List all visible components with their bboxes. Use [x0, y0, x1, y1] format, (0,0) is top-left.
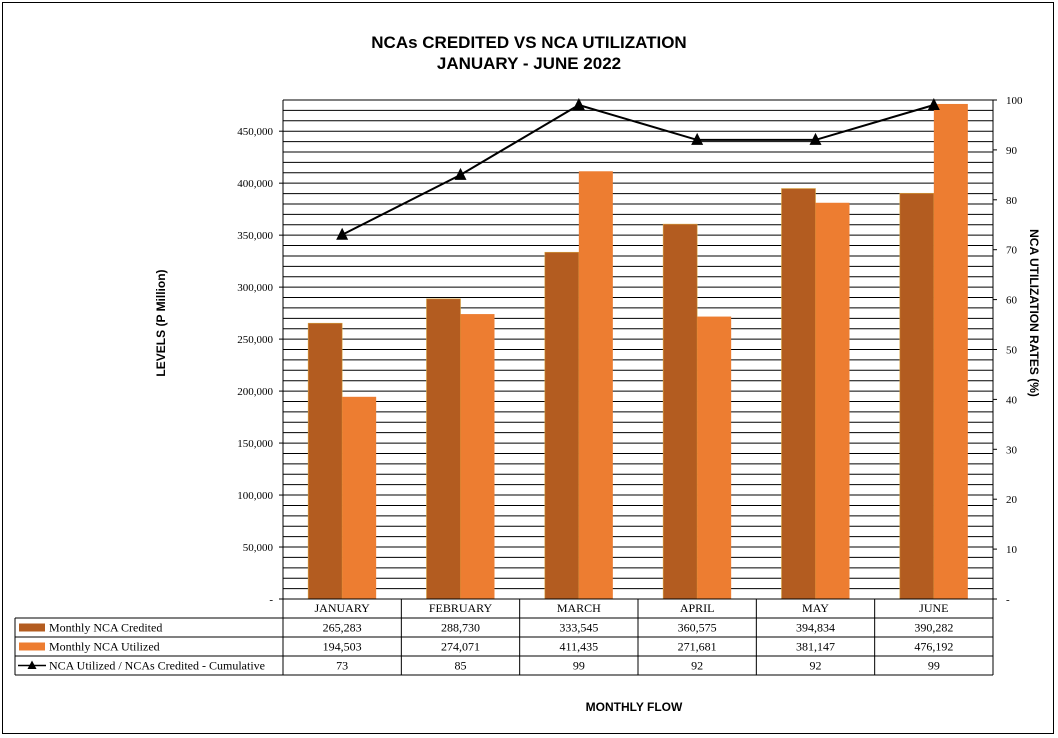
bar-utilized: [815, 202, 850, 599]
bar-credited: [781, 188, 816, 600]
data-label: 394,834: [796, 621, 835, 635]
y-tick-label: 150,000: [237, 438, 273, 450]
cumulative-line: [336, 97, 940, 240]
y2-tick-label: 70: [1006, 245, 1018, 257]
bar-utilized: [342, 396, 377, 599]
x-tick-label: APRIL: [680, 601, 715, 615]
y-tick-label: -: [269, 594, 273, 606]
data-table: JANUARY FEBRUARY MARCH APRIL MAY JUNE Monthly …: [14, 599, 994, 676]
x-tick-label: MAY: [802, 601, 829, 615]
cumulative-marker: [336, 227, 349, 240]
data-label: 411,435: [560, 640, 599, 654]
y2-tick-label: -: [1006, 594, 1010, 606]
data-label: 99: [573, 659, 585, 673]
y2-tick-label: 80: [1006, 195, 1018, 207]
bar-credited: [662, 223, 698, 600]
y-tick-label: 400,000: [237, 178, 273, 190]
cumulative-line-path: [341, 103, 935, 236]
data-label: 92: [691, 659, 703, 673]
y2-tick-label: 60: [1006, 295, 1018, 307]
cumulative-marker: [572, 97, 585, 110]
y2-tick-label: 100: [1006, 95, 1023, 107]
y-tick-label: 100,000: [237, 490, 273, 502]
y-axis-title: LEVELS (P Million): [154, 269, 168, 376]
bar-utilized: [578, 171, 613, 599]
y2-tick-label: 10: [1006, 544, 1018, 556]
cumulative-marker: [809, 132, 822, 145]
bar-credited: [307, 322, 343, 600]
legend-swatch: [19, 623, 45, 632]
data-label: 92: [810, 659, 822, 673]
data-label: 476,192: [914, 640, 953, 654]
bars: [307, 103, 968, 600]
y-tick-label: 250,000: [237, 334, 273, 346]
bar-credited: [899, 192, 935, 600]
bar-credited: [544, 251, 580, 600]
y-tick-label: 50,000: [243, 542, 274, 554]
data-label: 333,545: [559, 621, 598, 635]
legend-label: NCA Utilized / NCAs Credited - Cumulativ…: [49, 659, 265, 673]
data-label: 390,282: [914, 621, 953, 635]
y2-axis-title: NCA UTILIZATION RATES (%): [1027, 229, 1041, 397]
x-tick-label: JUNE: [919, 601, 948, 615]
data-label: 73: [336, 659, 348, 673]
y-tick-label: 300,000: [237, 282, 273, 294]
cumulative-marker: [927, 97, 940, 110]
bar-utilized: [933, 103, 968, 599]
x-tick-label: MARCH: [557, 601, 601, 615]
data-label: 265,283: [323, 621, 362, 635]
data-label: 271,681: [678, 640, 717, 654]
bar-utilized: [460, 314, 495, 599]
cumulative-marker: [691, 132, 704, 145]
x-axis-title: MONTHLY FLOW: [586, 700, 683, 714]
gridlines: [283, 99, 993, 590]
y-tick-label: 200,000: [237, 386, 273, 398]
x-tick-label: JANUARY: [314, 601, 370, 615]
data-label: 194,503: [323, 640, 362, 654]
y2-tick-label: 50: [1006, 345, 1018, 357]
y2-tick-label: 30: [1006, 444, 1018, 456]
data-label: 99: [928, 659, 940, 673]
data-label: 381,147: [796, 640, 835, 654]
axes: - 50,000 100,000 150,000 200,000 250,000 300,0…: [237, 95, 1023, 606]
y-tick-label: 450,000: [237, 126, 273, 138]
y2-tick-label: 20: [1006, 494, 1018, 506]
x-tick-label: FEBRUARY: [429, 601, 493, 615]
cumulative-marker: [454, 167, 467, 180]
legend-label: Monthly NCA Utilized: [49, 640, 160, 654]
bar-credited: [426, 298, 461, 600]
legend-label: Monthly NCA Credited: [49, 621, 162, 635]
data-label: 360,575: [678, 621, 717, 635]
chart-subtitle: JANUARY - JUNE 2022: [436, 54, 622, 73]
legend-marker: [27, 660, 37, 669]
y2-tick-label: 40: [1006, 394, 1018, 406]
y-tick-label: 350,000: [237, 230, 273, 242]
data-label: 288,730: [441, 621, 480, 635]
chart-title: NCAs CREDITED VS NCA UTILIZATION: [371, 33, 687, 52]
legend-swatch: [19, 642, 45, 651]
y2-tick-label: 90: [1006, 145, 1018, 157]
data-label: 274,071: [441, 640, 480, 654]
bar-utilized: [697, 316, 732, 599]
data-label: 85: [455, 659, 467, 673]
